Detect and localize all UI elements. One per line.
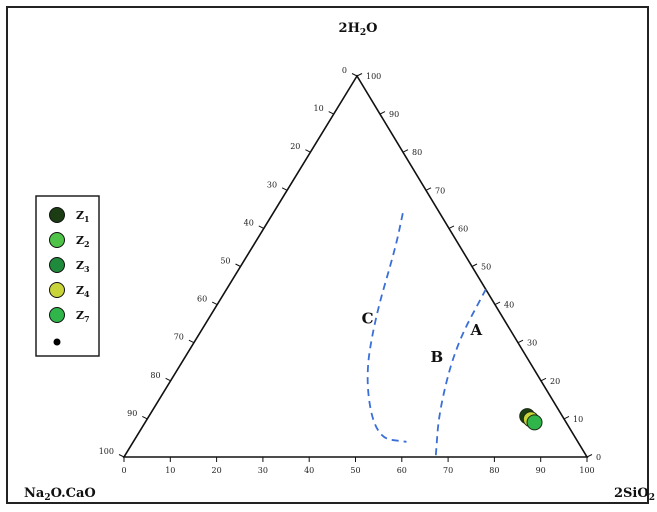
right-tick [356,73,363,77]
right-tick [540,377,547,382]
right-tick-label: 80 [412,148,422,157]
left-tick [211,301,218,306]
left-tick [188,339,195,344]
legend-marker-z2 [49,232,65,248]
legend-marker-z7 [49,307,65,323]
right-tick [494,301,501,306]
left-tick-label: 0 [342,66,347,75]
left-tick-label: 50 [220,257,230,266]
right-tick [471,263,478,267]
region-label-c: C [362,310,374,328]
right-tick [402,149,409,153]
right-tick-label: 40 [504,301,514,310]
left-tick-label: 30 [267,180,277,189]
right-tick [586,454,593,458]
bottom-tick-label: 70 [443,466,453,475]
left-tick [142,415,148,420]
left-tick-label: 80 [150,371,160,380]
right-tick-label: 70 [435,186,445,195]
bottom-tick-label: 10 [165,466,175,475]
right-tick-label: 0 [596,453,601,462]
left-tick [118,454,125,458]
right-tick [563,415,570,420]
left-tick-label: 70 [174,333,184,342]
tick-marks: 0 0 0 10 10 10 20 20 20 30 30 30 40 40 40 50 50 50 60 60 60 7… [99,66,601,475]
region-label-a: A [470,321,483,339]
left-tick-label: 90 [127,409,137,418]
left-tick [165,377,171,382]
left-tick-label: 60 [197,295,207,304]
vertex-label-right: 2SiO2 [614,486,655,503]
right-tick [517,339,524,344]
legend-marker-z1 [49,207,65,223]
vertex-label-top: 2H2O [339,21,378,38]
right-tick-label: 30 [527,339,537,348]
bottom-tick-label: 40 [304,466,314,475]
right-tick-label: 50 [481,263,491,272]
vertex-labels: 2H2O Na2O.CaO 2SiO2 [24,21,655,503]
left-tick [351,73,358,77]
right-tick-label: 60 [458,224,468,233]
right-tick [425,187,432,191]
boundary-curve-2 [434,288,487,458]
bottom-tick-label: 80 [489,466,499,475]
data-points [519,408,543,431]
left-tick-label: 20 [290,142,300,151]
triangle-axes [122,74,589,458]
bottom-tick-label: 60 [397,466,407,475]
right-tick-label: 90 [389,110,399,119]
legend-box [35,195,100,357]
left-tick [281,187,288,191]
left-tick [305,149,311,153]
bottom-tick-label: 30 [258,466,268,475]
legend-marker-z3 [49,257,65,273]
right-tick-label: 10 [573,415,583,424]
left-tick [328,111,334,115]
legend-marker-z4 [49,282,65,298]
data-point-z7 [526,414,543,431]
bottom-tick-label: 100 [579,466,594,475]
bottom-tick-label: 90 [536,466,546,475]
bottom-tick-label: 50 [350,466,360,475]
left-tick-label: 40 [244,218,254,227]
bottom-tick-label: 20 [212,466,222,475]
bottom-tick-label: 0 [121,466,126,475]
right-tick-label: 100 [366,72,381,81]
left-tick-label: 10 [314,104,324,113]
left-tick-label: 100 [99,447,114,456]
triangle-outline [122,74,589,458]
left-tick [258,225,265,229]
right-tick [448,225,455,229]
right-tick [379,111,386,115]
legend-marker-dot [53,338,61,346]
vertex-label-left: Na2O.CaO [24,486,96,503]
region-boundaries [366,213,487,458]
region-label-b: B [431,348,444,366]
right-tick-label: 20 [550,377,560,386]
region-labels: A B C [362,310,483,366]
left-tick [235,263,241,267]
boundary-curve-1 [366,213,407,443]
